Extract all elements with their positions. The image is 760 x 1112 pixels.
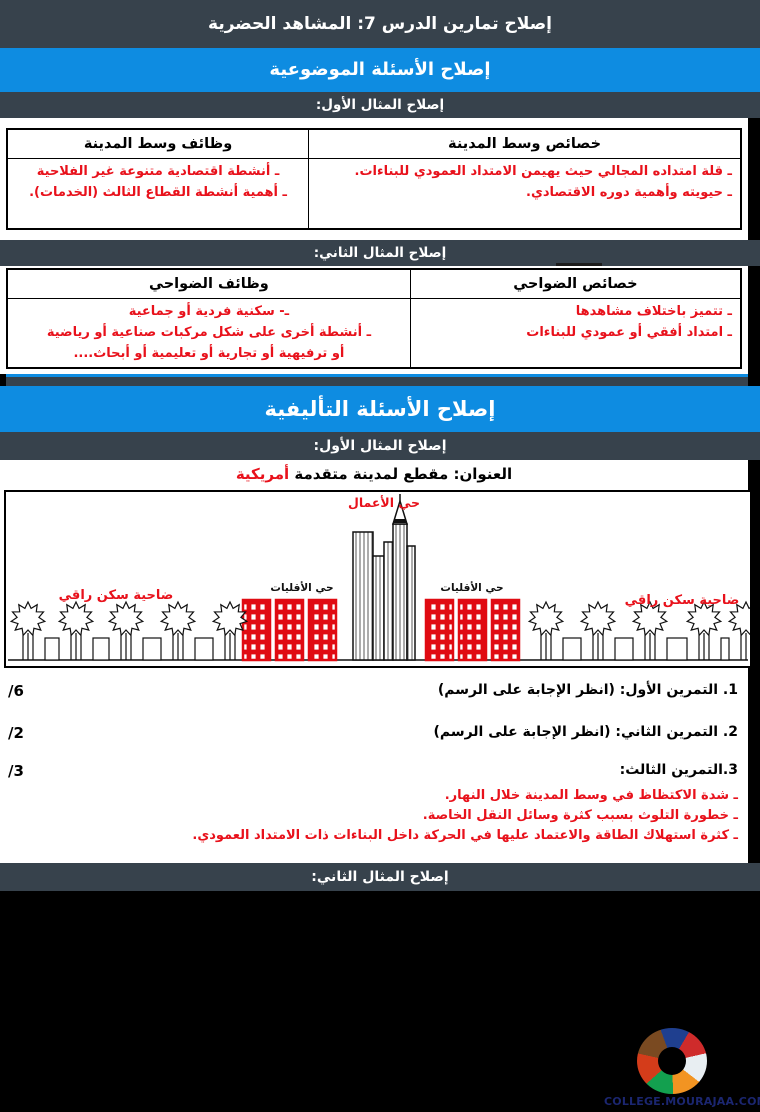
answer-line: ـ كثرة استهلاك الطاقة والاعتماد عليها في… <box>192 828 738 844</box>
answer-line: ـ- سكنية فردية أو جماعية <box>128 304 290 319</box>
exercise-2-line: 2. التمرين الثاني: (انظر الإجابة على الر… <box>433 724 738 740</box>
answer-line: ـ أنشطة اقتصادية متنوعة غير الفلاحية <box>36 164 280 179</box>
table-body-row: ـ تتميز باختلاف مشاهدها ـ امتداد أفقي أو… <box>6 298 742 369</box>
second-example-bar-1: إصلاح المثال الثاني: <box>0 240 760 266</box>
exercise-1-line: 1. التمرين الأول: (انظر الإجابة على الرس… <box>437 682 738 698</box>
website-label: COLLEGE.MOURAJAA.COM <box>604 1095 760 1108</box>
city-center-table: خصائص وسط المدينة وظائف وسط المدينة ـ قل… <box>6 128 742 230</box>
city-drawing <box>8 494 760 662</box>
minorities-district-label-left: حي الأقليات <box>270 582 334 594</box>
first-example-bar-2: إصلاح المثال الأول: <box>0 432 760 460</box>
answer-line: ـ أهمية أنشطة القطاع الثالث (الخدمات). <box>29 184 287 200</box>
col-header-functions: وظائف وسط المدينة <box>6 128 310 159</box>
suburb-label-right: ضاحية سكن راقي <box>624 593 740 608</box>
col-header-functions: وظائف الضواحي <box>6 268 411 299</box>
city-cross-section-diagram: حي الأعمال حي الأقليات حي الأقليات ضاحية… <box>4 490 760 668</box>
spire-band <box>394 519 406 523</box>
skyscraper-cluster <box>352 523 416 661</box>
answer-line: ـ خطورة التلوث بسبب كثرة وسائل النقل الخ… <box>422 808 738 824</box>
col-header-characteristics: خصائص الضواحي <box>409 268 742 299</box>
synthesis-section-banner: إصلاح الأسئلة التأليفية <box>0 386 760 432</box>
col-header-characteristics: خصائص وسط المدينة <box>308 128 742 159</box>
minorities-district-label-right: حي الأقليات <box>440 582 504 594</box>
diagram-title-red: أمريكية <box>235 465 290 483</box>
first-example-bar-1: إصلاح المثال الأول: <box>0 92 760 118</box>
exercise-3-score: /3 <box>8 762 24 780</box>
functions-cell: ـ أنشطة اقتصادية متنوعة غير الفلاحية ـ أ… <box>6 158 310 230</box>
synthesis-section: العنوان: مقطع لمدينة متقدمة أمريكية <box>0 460 760 863</box>
objective-section-banner: إصلاح الأسئلة الموضوعية <box>0 48 760 92</box>
objective-table2-section: خصائص الضواحي وظائف الضواحي ـ تتميز باخت… <box>0 266 748 374</box>
exercise-3-answers: ـ شدة الاكتظاظ في وسط المدينة خلال النها… <box>10 786 738 846</box>
functions-cell: ـ- سكنية فردية أو جماعية ـ أنشطة أخرى عل… <box>6 298 411 369</box>
second-example-bar-2: إصلاح المثال الثاني: <box>0 863 760 891</box>
suburbs-table: خصائص الضواحي وظائف الضواحي ـ تتميز باخت… <box>6 268 742 370</box>
table-header-row: خصائص الضواحي وظائف الضواحي <box>6 268 742 299</box>
footer-area: COLLEGE.MOURAJAA.COM <box>0 891 760 1112</box>
answer-line: ـ شدة الاكتظاظ في وسط المدينة خلال النها… <box>444 788 738 803</box>
section-divider <box>6 374 748 389</box>
exercise-3-line: 3.التمرين الثالث: <box>619 762 738 778</box>
answer-line: ـ حيويته وأهمية دوره الاقتصادي. <box>526 184 732 200</box>
answer-line: ـ قلة امتداده المجالي حيث يهيمن الامتداد… <box>354 164 732 179</box>
college-mourajaa-logo-icon <box>637 1028 707 1094</box>
answer-line: ـ امتداد أفقي أو عمودي للبناءات <box>526 324 732 340</box>
suburb-label-left: ضاحية سكن راقي <box>58 588 174 603</box>
business-district-label: حي الأعمال <box>347 495 421 510</box>
answer-line: ـ أنشطة أخرى على شكل مركبات صناعية أو ري… <box>46 324 372 340</box>
tower-spire <box>391 498 409 525</box>
table-body-row: ـ قلة امتداده المجالي حيث يهيمن الامتداد… <box>6 158 742 230</box>
minority-district-buildings <box>241 598 521 662</box>
objective-table1-section: خصائص وسط المدينة وظائف وسط المدينة ـ قل… <box>0 118 748 240</box>
page-title: إصلاح تمارين الدرس 7: المشاهد الحضرية <box>0 0 760 48</box>
diagram-title-black: العنوان: مقطع لمدينة متقدمة <box>294 465 513 483</box>
exercise-1-score: /6 <box>8 682 24 700</box>
diagram-title: العنوان: مقطع لمدينة متقدمة أمريكية <box>0 465 748 483</box>
exercise-2-score: /2 <box>8 724 24 742</box>
characteristics-cell: ـ تتميز باختلاف مشاهدها ـ امتداد أفقي أو… <box>409 298 742 369</box>
table-header-row: خصائص وسط المدينة وظائف وسط المدينة <box>6 128 742 159</box>
answer-line: ـ تتميز باختلاف مشاهدها <box>575 304 732 319</box>
answer-line: أو ترفيهية أو تجارية أو تعليمية أو أبحاث… <box>73 345 345 361</box>
characteristics-cell: ـ قلة امتداده المجالي حيث يهيمن الامتداد… <box>308 158 742 230</box>
clipped-text-fragment <box>556 263 602 266</box>
